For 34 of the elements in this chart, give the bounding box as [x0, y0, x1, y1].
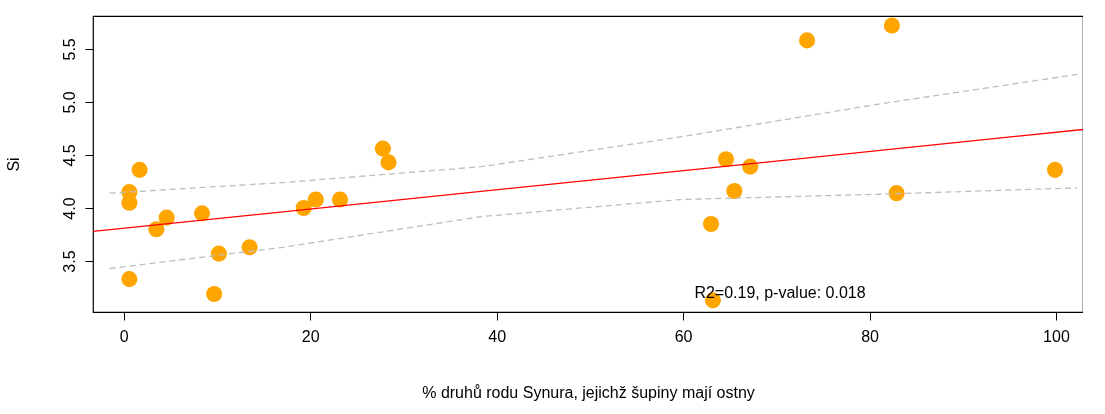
point — [331, 191, 349, 208]
point — [380, 154, 397, 171]
line-series — [109, 73, 1079, 194]
point — [121, 271, 138, 288]
point — [131, 161, 148, 178]
point — [194, 205, 211, 222]
y-tick-label: 5.0 — [60, 91, 78, 114]
x-tick-label: 0 — [119, 327, 129, 345]
annotation: R2=0.19, p-value: 0.018 — [694, 284, 866, 301]
x-tick-label: 60 — [674, 327, 693, 345]
x-tick-label: 100 — [1043, 327, 1070, 345]
point — [888, 185, 905, 202]
point — [158, 209, 175, 226]
point — [241, 239, 258, 256]
x-tick-label: 80 — [861, 327, 880, 345]
x-tick-label: 40 — [488, 327, 507, 345]
line-series — [109, 187, 1079, 270]
y-tick-label: 4.0 — [60, 197, 78, 220]
point — [883, 17, 900, 34]
point — [307, 191, 324, 208]
point — [210, 245, 227, 262]
y-tick-label: 5.5 — [60, 38, 78, 61]
point — [374, 140, 391, 157]
y-tick-label: 3.5 — [60, 250, 78, 273]
point — [206, 285, 223, 303]
point — [799, 32, 816, 49]
y-tick-label: 4.5 — [60, 144, 78, 167]
point — [702, 215, 720, 232]
x-tick-label: 20 — [301, 327, 320, 345]
x-axis-title: % druhů rodu Synura, jejichž šupiny mají ostny — [422, 383, 755, 401]
point — [726, 183, 743, 200]
point — [1046, 161, 1064, 178]
y-axis-title: Si — [4, 157, 22, 172]
point — [717, 151, 735, 168]
